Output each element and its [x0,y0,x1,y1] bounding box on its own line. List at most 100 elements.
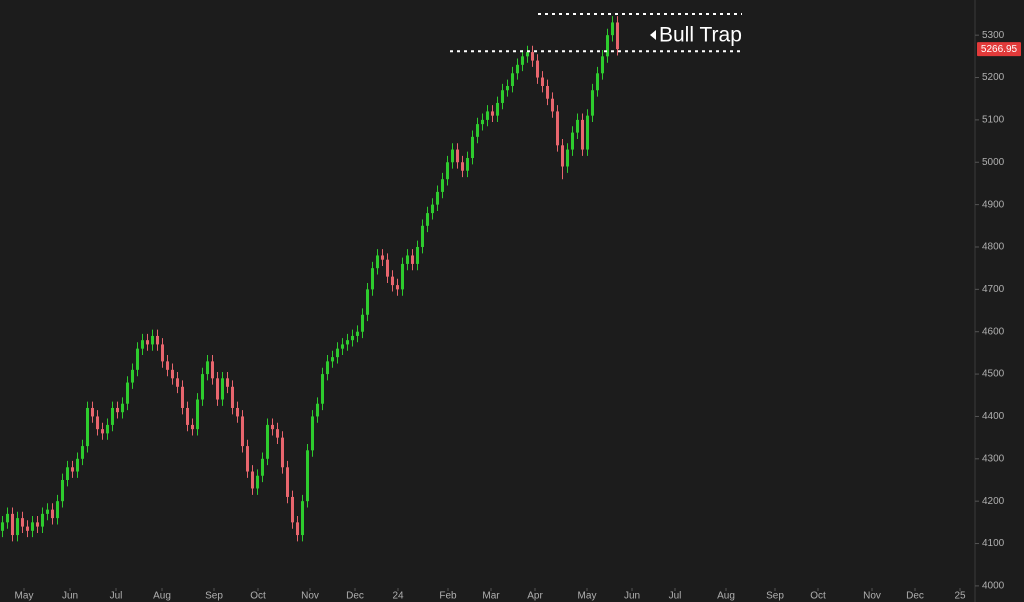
candle-body [596,73,599,91]
annotation: Bull Trap [659,24,742,47]
x-tick-label: Sep [766,591,784,602]
candle-body [331,357,334,362]
candle-body [556,111,559,146]
candle-body [521,56,524,65]
candle-body [266,424,269,459]
candle-body [271,424,274,430]
candle-body [351,335,354,341]
candle-body [276,429,279,438]
y-tick-label: 4600 [982,326,1005,337]
candle-body [176,378,179,387]
candle-body [316,403,319,417]
candle-body [396,285,399,290]
x-tick-label: 25 [954,591,966,602]
candle-body [166,361,169,370]
candle-body [581,119,584,150]
candle-body [211,361,214,379]
candle-body [111,407,114,425]
candle-body [36,522,39,527]
candle-body [256,475,259,489]
last-price-badge [977,42,1021,57]
candle-body [236,407,239,417]
candle-body [591,90,594,116]
candle-body [466,158,469,171]
x-tick-label: Sep [205,591,223,602]
candle-body [216,378,219,400]
candle-body [491,111,494,116]
candle-body [326,361,329,375]
candle-body [606,35,609,57]
candle-body [406,255,409,264]
candle-body [66,467,69,480]
candle-body [246,446,249,472]
candle-body [341,344,344,349]
x-tick-label: Apr [527,591,543,602]
candle-body [6,513,9,523]
candle-body [296,522,299,536]
candle-body [191,424,194,430]
candle-body [186,407,189,425]
candle-body [516,64,519,74]
candle-body [121,403,124,413]
candle-body [461,162,464,171]
x-tick-label: May [578,591,597,602]
candle-body [566,149,569,167]
candle-body [411,255,414,264]
y-tick-label: 4300 [982,453,1005,464]
candle-body [551,98,554,112]
candle-body [201,374,204,400]
x-tick-label: Nov [301,591,319,602]
x-tick-label: Dec [906,591,924,602]
candle-body [416,246,419,264]
candle-body [576,119,579,133]
candle-body [386,259,389,277]
candle-body [11,513,14,536]
candle-body [21,518,24,527]
candle-body [541,77,544,86]
candle-body [281,437,284,468]
candle-body [456,149,459,163]
candle-body [106,424,109,434]
y-tick-label: 4100 [982,538,1005,549]
candle-body [346,340,349,345]
candle-body [526,52,529,57]
candle-body [261,458,264,476]
candle-body [311,416,314,451]
candle-body [241,416,244,447]
x-tick-label: 24 [392,591,404,602]
x-tick-label: Mar [482,591,500,602]
candle-body [196,399,199,430]
y-tick-label: 4500 [982,369,1005,380]
last-price-label: 5266.95 [981,44,1018,55]
candle-body [546,86,549,99]
y-tick-label: 4800 [982,242,1005,253]
x-tick-label: Aug [153,591,171,602]
candle-body [616,22,619,50]
candle-body [446,162,449,180]
candle-body [16,518,19,536]
candle-body [226,378,229,387]
candle-body [496,102,499,116]
candle-body [76,458,79,472]
candle-body [321,374,324,404]
candle-body [441,179,444,192]
candle-body [251,471,254,489]
candle-body [301,501,304,536]
candle-body [86,407,89,447]
y-tick-label: 4000 [982,581,1005,592]
candle-body [571,132,574,150]
y-tick-label: 5000 [982,157,1005,168]
candle-body [471,136,474,159]
candle-body [511,73,514,86]
candle-body [371,268,374,290]
candle-body [421,225,424,247]
candle-body [436,191,439,205]
x-tick-label: Dec [346,591,364,602]
x-tick-label: Oct [810,591,826,602]
x-tick-label: Jul [669,591,682,602]
x-tick-label: May [15,591,34,602]
x-tick-label: Jun [62,591,78,602]
